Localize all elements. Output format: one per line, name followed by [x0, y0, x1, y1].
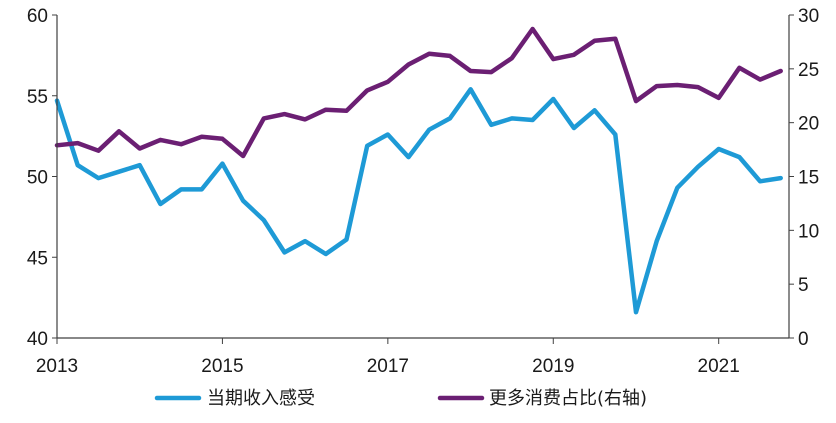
legend: 当期收入感受 更多消费占比(右轴) [154, 388, 647, 409]
right-y-tick-label: 30 [798, 6, 819, 27]
left-y-tick-label: 55 [27, 87, 48, 108]
right-y-tick-label: 0 [798, 329, 809, 350]
left-y-tick-label: 60 [27, 6, 48, 27]
x-tick-label: 2013 [36, 356, 78, 377]
right-y-tick-label: 10 [798, 221, 819, 242]
right-y-tick-label: 15 [798, 168, 819, 189]
left-y-tick-label: 45 [27, 248, 48, 269]
x-tick-label: 2019 [532, 356, 574, 377]
series-line-1 [54, 87, 783, 315]
series-layer [54, 26, 783, 315]
right-y-tick-label: 5 [798, 275, 809, 296]
legend-label-2: 更多消费占比(右轴) [489, 388, 647, 409]
x-tick-label: 2017 [367, 356, 409, 377]
right-y-tick-label: 25 [798, 60, 819, 81]
legend-label-1: 当期收入感受 [207, 388, 315, 409]
left-y-tick-label: 40 [27, 329, 48, 350]
series-line-2 [54, 26, 783, 159]
right-y-tick-label: 20 [798, 114, 819, 135]
x-tick-label: 2021 [698, 356, 740, 377]
x-tick-label: 2015 [201, 356, 243, 377]
left-y-tick-label: 50 [27, 168, 48, 189]
axes-layer: 40 45 50 55 60 0 5 10 15 20 25 30 2013 2015 2017 2019 20… [27, 6, 819, 377]
